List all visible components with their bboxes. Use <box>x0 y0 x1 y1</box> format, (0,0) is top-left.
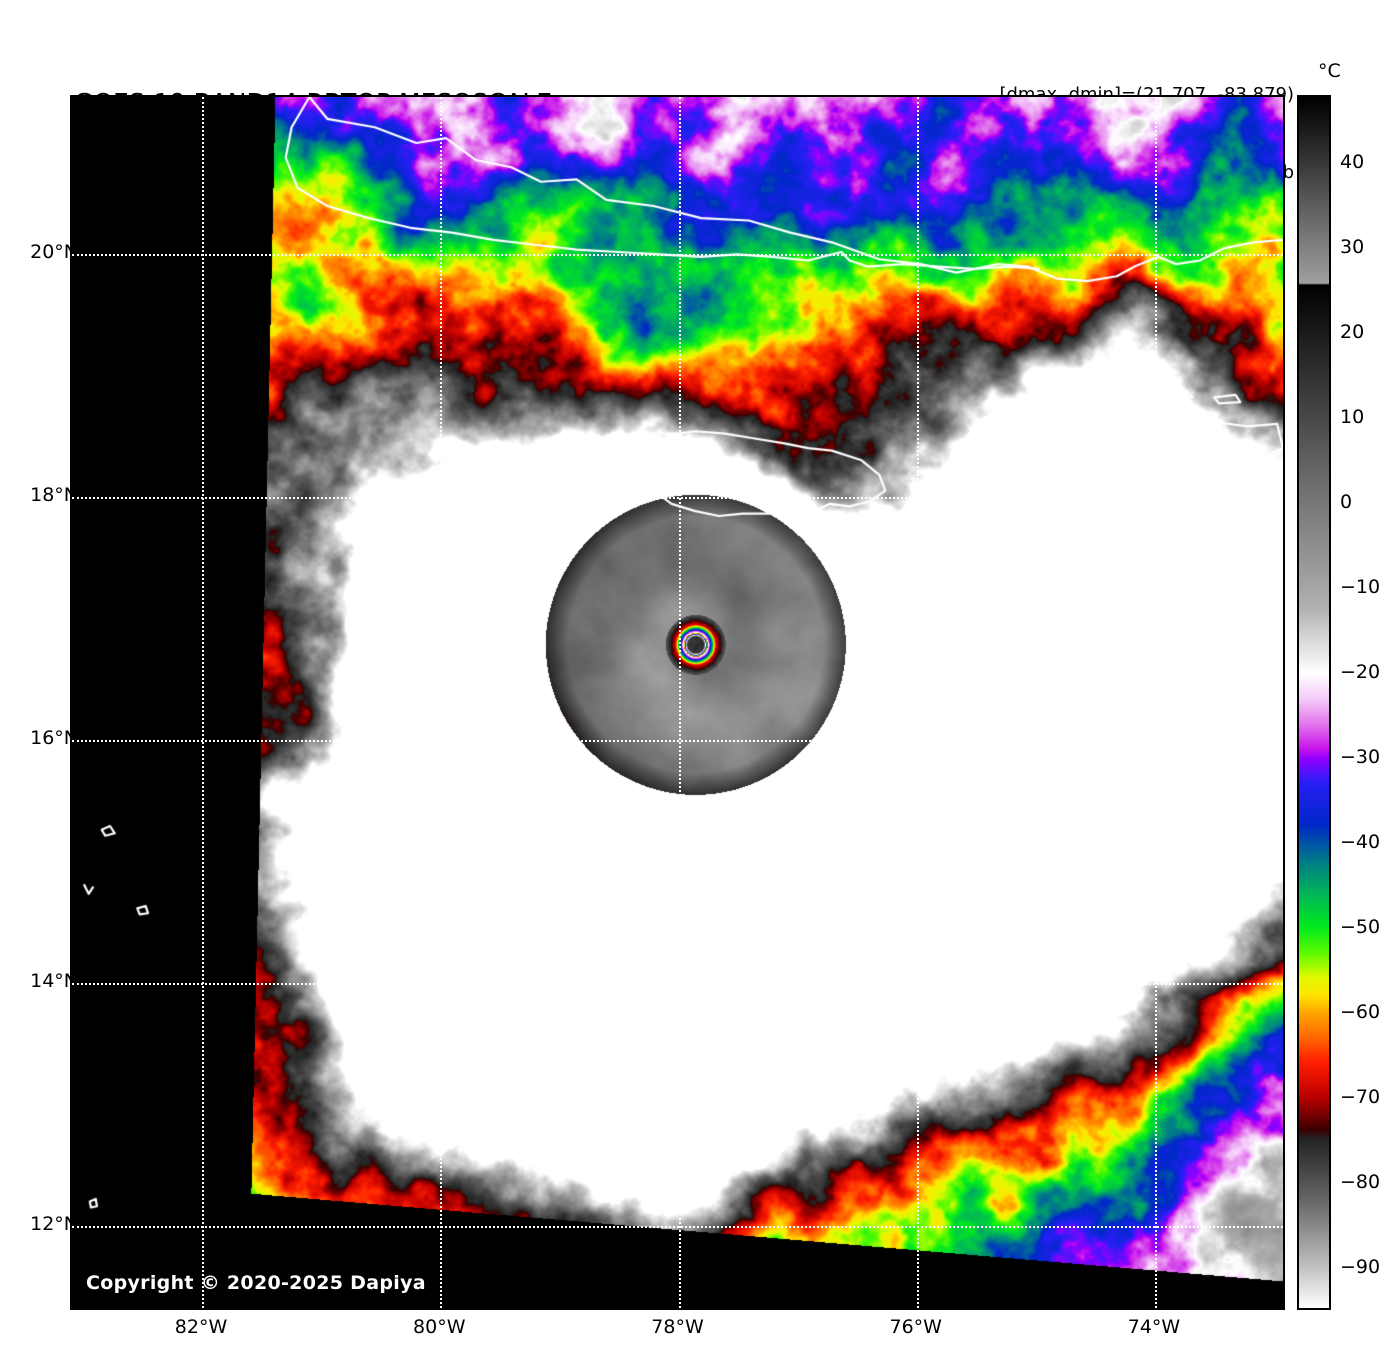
y-axis-tick-label: 18°N <box>30 483 78 506</box>
x-axis-tick-label: 74°W <box>1127 1316 1181 1338</box>
colorbar-tick-label: −60 <box>1340 1000 1381 1023</box>
satellite-image-plot[interactable]: Copyright © 2020-2025 Dapiya <box>70 95 1285 1310</box>
x-axis-tick-label: 80°W <box>413 1316 466 1338</box>
colorbar-tick-label: −80 <box>1340 1170 1381 1193</box>
y-axis-tick-label: 16°N <box>30 726 78 749</box>
colorbar-tick-label: −90 <box>1340 1255 1381 1278</box>
y-axis-tick-label: 14°N <box>30 969 78 992</box>
colorbar-gradient <box>1297 95 1331 1310</box>
satellite-imagery-canvas <box>72 97 1283 1308</box>
y-axis-tick-label: 20°N <box>30 240 78 263</box>
colorbar-tick-label: −20 <box>1340 660 1381 683</box>
colorbar-tick-label: −50 <box>1340 915 1381 938</box>
colorbar-tick-label: −70 <box>1340 1085 1381 1108</box>
x-axis-tick-label: 76°W <box>889 1316 942 1338</box>
colorbar-tick-label: 20 <box>1340 320 1365 343</box>
x-axis-tick-label: 82°W <box>174 1316 228 1338</box>
colorbar-tick-label: −10 <box>1340 575 1381 598</box>
colorbar-tick-label: 10 <box>1340 405 1365 428</box>
colorbar-tick-label: −40 <box>1340 830 1381 853</box>
y-axis-tick-label: 12°N <box>30 1212 78 1235</box>
colorbar-units-label: °C <box>1318 60 1341 82</box>
copyright-label: Copyright © 2020-2025 Dapiya <box>86 1272 426 1294</box>
colorbar-tick-label: 40 <box>1340 150 1365 173</box>
colorbar-tick-label: 30 <box>1340 235 1365 258</box>
x-axis-tick-label: 78°W <box>651 1316 704 1338</box>
colorbar-tick-label: 0 <box>1340 490 1353 513</box>
colorbar-tick-label: −30 <box>1340 745 1381 768</box>
colorbar <box>1297 95 1331 1310</box>
